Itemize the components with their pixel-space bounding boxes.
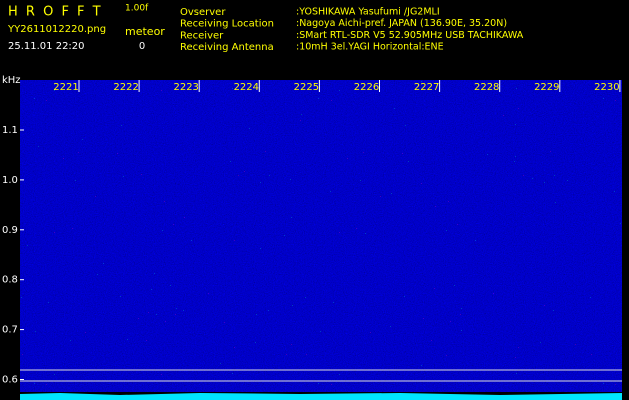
- x-tick-label: 2225: [294, 82, 319, 93]
- version: 1.00f: [125, 4, 149, 14]
- datetime: 25.11.01 22:20: [8, 41, 85, 52]
- x-tick-label: 2229: [534, 82, 559, 93]
- file-name: YY2611012220.png: [7, 24, 106, 35]
- x-tick-label: 2221: [53, 82, 78, 93]
- x-tick-label: 2228: [474, 82, 499, 93]
- x-tick-label: 2227: [414, 82, 439, 93]
- meteor-count: 0: [139, 41, 145, 52]
- meteor-label: meteor: [125, 25, 165, 38]
- x-tick-label: 2230: [594, 82, 619, 93]
- y-tick-label: 0.8: [2, 275, 18, 286]
- y-tick-label: 1.1: [2, 125, 18, 136]
- y-tick-label: 0.9: [2, 225, 18, 236]
- info-value: :SMart RTL-SDR V5 52.905MHz USB TACHIKAW…: [296, 30, 524, 41]
- x-tick-label: 2226: [354, 82, 379, 93]
- x-tick-label: 2223: [173, 82, 198, 93]
- y-tick-label: 0.6: [2, 375, 18, 386]
- x-tick-label: 2222: [113, 82, 138, 93]
- axis-unit: kHz: [2, 75, 21, 86]
- level-band: [20, 393, 622, 400]
- info-label: Receiver: [180, 30, 224, 41]
- info-label: Ovserver: [180, 7, 226, 18]
- spectrogram: [20, 80, 622, 392]
- app-name: H R O F F T: [8, 5, 103, 20]
- info-label: Receiving Location: [180, 19, 274, 30]
- info-value: :Nagoya Aichi-pref. JAPAN (136.90E, 35.2…: [296, 18, 507, 29]
- y-tick-label: 0.7: [2, 325, 18, 336]
- info-label: Receiving Antenna: [180, 42, 274, 53]
- x-tick-label: 2224: [234, 82, 259, 93]
- y-tick-label: 1.0: [2, 175, 18, 186]
- info-value: :10mH 3el.YAGI Horizontal:ENE: [296, 42, 444, 53]
- info-value: :YOSHIKAWA Yasufumi /JG2MLI: [296, 7, 440, 18]
